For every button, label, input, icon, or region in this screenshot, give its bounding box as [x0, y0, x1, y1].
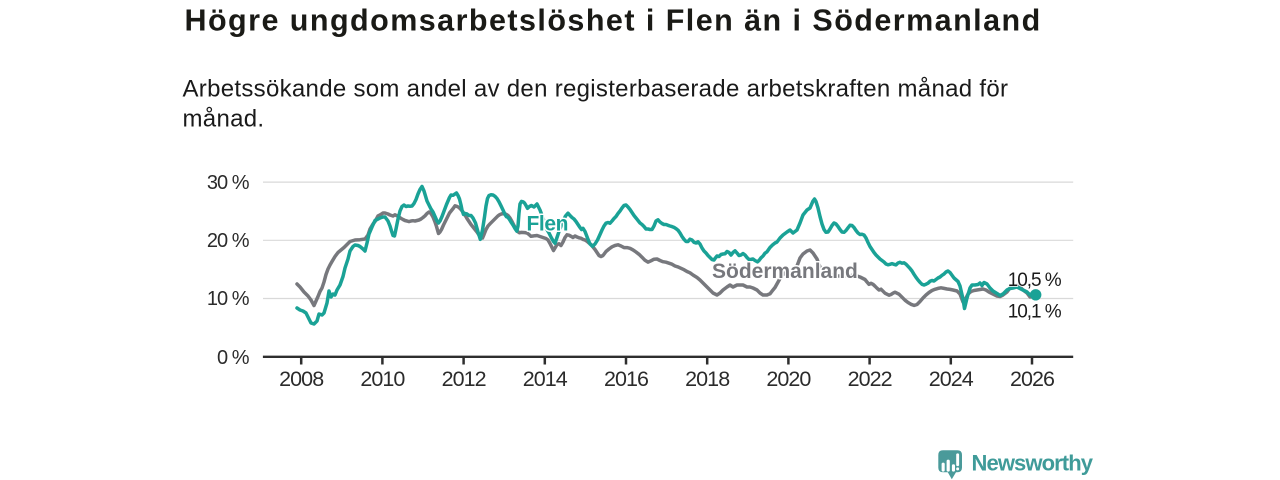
svg-text:2020: 2020 — [766, 367, 811, 391]
svg-text:2012: 2012 — [442, 367, 486, 391]
svg-text:2018: 2018 — [685, 367, 730, 391]
svg-text:2008: 2008 — [279, 367, 324, 391]
svg-text:10,5 %: 10,5 % — [1008, 270, 1062, 291]
svg-text:20 %: 20 % — [207, 230, 250, 252]
svg-text:10 %: 10 % — [207, 288, 250, 310]
svg-text:Flen: Flen — [527, 213, 569, 236]
svg-text:2016: 2016 — [604, 367, 649, 391]
svg-text:30 %: 30 % — [207, 172, 250, 194]
svg-text:Newsworthy: Newsworthy — [972, 450, 1094, 475]
svg-text:månad.: månad. — [183, 106, 265, 133]
svg-text:10,1 %: 10,1 % — [1008, 302, 1062, 323]
svg-text:Arbetssökande som andel av den: Arbetssökande som andel av den registerb… — [183, 75, 1009, 102]
svg-text:0 %: 0 % — [217, 347, 250, 369]
svg-text:2024: 2024 — [929, 367, 974, 391]
svg-text:2026: 2026 — [1010, 367, 1055, 391]
svg-text:2014: 2014 — [523, 367, 568, 391]
svg-text:2010: 2010 — [360, 367, 405, 391]
svg-text:2022: 2022 — [848, 367, 892, 391]
svg-text:Högre ungdomsarbetslöshet i Fl: Högre ungdomsarbetslöshet i Flen än i Sö… — [185, 4, 1042, 38]
svg-text:Södermanland: Södermanland — [712, 260, 858, 283]
